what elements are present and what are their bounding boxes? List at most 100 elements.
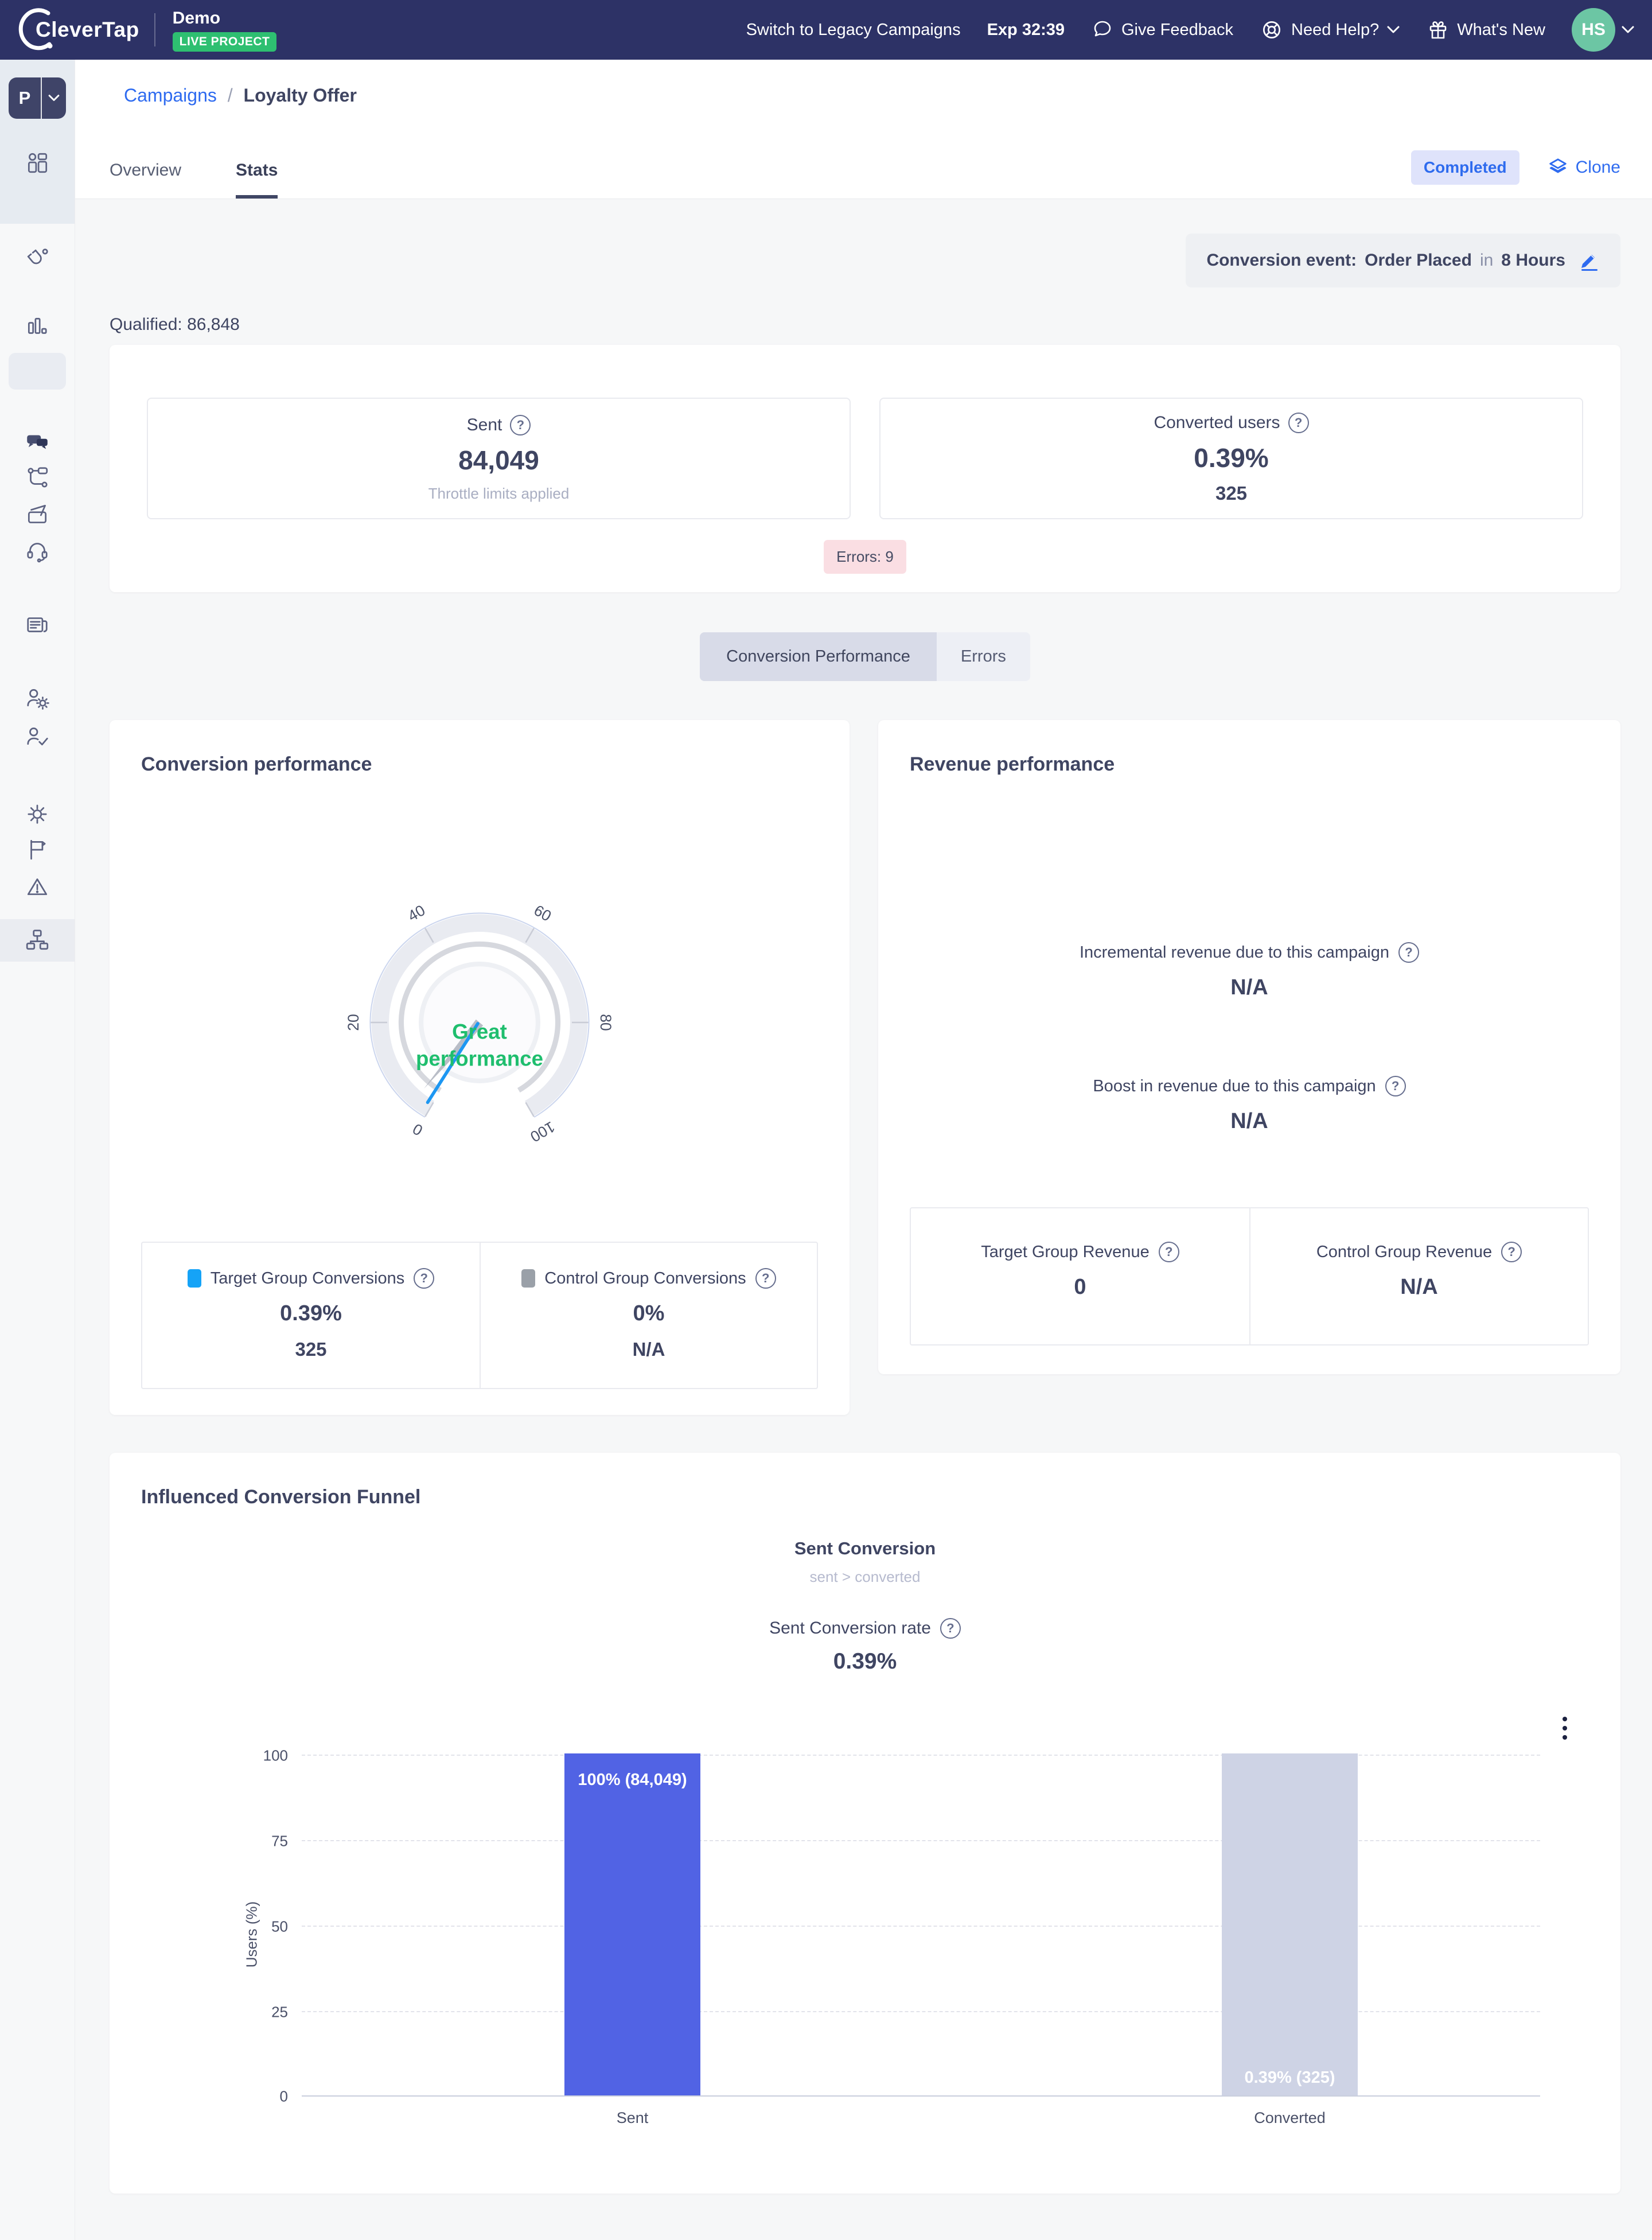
whats-new-button[interactable]: What's New [1427, 18, 1545, 41]
sidebar-item-engage[interactable] [0, 246, 75, 271]
conversion-event-bar: Conversion event: Order Placed in 8 Hour… [1186, 234, 1620, 287]
target-group-revenue-value: 0 [1074, 1275, 1086, 1299]
sidebar-item-alerts[interactable] [0, 874, 75, 900]
tab-overview[interactable]: Overview [110, 161, 182, 180]
gauge-needle [426, 1022, 480, 1105]
give-feedback-button[interactable]: Give Feedback [1091, 18, 1233, 41]
performance-toggle: Conversion Performance Errors [110, 632, 1620, 681]
gauge-tick-100: 100 [527, 1118, 558, 1145]
exp-timer[interactable]: Exp 32:39 [987, 20, 1065, 39]
need-help-menu[interactable]: Need Help? [1260, 18, 1400, 42]
sent-value: 84,049 [458, 445, 539, 475]
y-tick-0: 0 [279, 2087, 288, 2105]
conversion-performance-title: Conversion performance [141, 753, 372, 775]
gauge-tick-0: 0 [410, 1120, 426, 1139]
sidebar-item-analytics[interactable] [0, 314, 75, 340]
converted-stat-box: Converted users ? 0.39% 325 [879, 398, 1583, 519]
gauge-tick-20: 20 [345, 1014, 362, 1030]
gauge-tick-60: 60 [531, 901, 555, 925]
sent-label: Sent [466, 415, 502, 434]
help-icon[interactable]: ? [1288, 413, 1309, 433]
plot-area: 100 75 50 25 0 100% (84,049) Sent 0.39% … [263, 1747, 1540, 2126]
breadcrumb-separator: / [227, 85, 233, 106]
help-icon[interactable]: ? [1158, 1242, 1179, 1262]
influenced-conversion-funnel-card: Influenced Conversion Funnel Sent Conver… [110, 1453, 1620, 2194]
chart-menu-button[interactable] [1559, 1713, 1571, 1743]
clone-button[interactable]: Clone [1547, 157, 1620, 178]
x-label-sent: Sent [616, 2109, 649, 2126]
conversion-event-in: in [1479, 251, 1494, 270]
sidebar-item-flags[interactable] [0, 837, 75, 862]
sent-bar-label: 100% (84,049) [578, 1771, 687, 1789]
project-switcher-button[interactable]: P [9, 77, 66, 119]
account-menu[interactable]: HS [1572, 8, 1635, 52]
chevron-down-icon [1387, 26, 1400, 33]
y-tick-100: 100 [263, 1747, 288, 1764]
revenue-performance-title: Revenue performance [910, 753, 1115, 775]
sidebar-item-dashboard[interactable] [0, 150, 75, 176]
boost-revenue-label: Boost in revenue due to this campaign [1093, 1076, 1376, 1095]
breadcrumb: Campaigns / Loyalty Offer [124, 85, 357, 106]
switch-legacy-link[interactable]: Switch to Legacy Campaigns [746, 20, 961, 39]
revenue-performance-card: Revenue performance Incremental revenue … [878, 720, 1620, 1374]
control-group-revenue-box: Control Group Revenue ? N/A [1249, 1208, 1588, 1344]
incremental-revenue-label: Incremental revenue due to this campaign [1079, 943, 1390, 962]
main-content: Campaigns / Loyalty Offer Overview Stats… [75, 60, 1652, 2194]
avatar[interactable]: HS [1572, 8, 1615, 52]
converted-bar[interactable]: 0.39% (325) Converted [1222, 1753, 1358, 2126]
help-icon[interactable]: ? [1501, 1242, 1522, 1262]
target-group-rate: 0.39% [280, 1301, 342, 1325]
gauge-status-line2: performance [416, 1047, 543, 1070]
sidebar-item-settings[interactable] [0, 802, 75, 827]
help-icon[interactable]: ? [510, 414, 531, 435]
gauge-status-line1: Great [452, 1020, 507, 1044]
sidebar-item-reports[interactable] [0, 613, 75, 638]
clevertap-logo[interactable]: CleverTap [16, 5, 139, 55]
gauge-tick-80: 80 [597, 1014, 614, 1030]
toggle-conversion-performance[interactable]: Conversion Performance [700, 632, 937, 681]
control-group-swatch [521, 1269, 536, 1288]
control-group-count: N/A [632, 1339, 665, 1360]
sidebar-item-support[interactable] [0, 538, 75, 563]
y-tick-75: 75 [271, 1832, 288, 1850]
project-name: Demo [172, 8, 221, 28]
help-icon[interactable]: ? [940, 1618, 961, 1639]
funnel-heading: Sent Conversion [794, 1538, 936, 1558]
help-icon[interactable]: ? [1385, 1076, 1406, 1096]
toggle-errors[interactable]: Errors [936, 632, 1030, 681]
qualified-count: Qualified: 86,848 [110, 315, 240, 334]
target-group-swatch [187, 1269, 201, 1288]
live-project-badge: LIVE PROJECT [172, 32, 277, 52]
edit-conversion-event-button[interactable] [1579, 250, 1600, 271]
conversion-event-label: Conversion event: [1206, 251, 1357, 270]
brand-name: CleverTap [36, 18, 139, 41]
funnel-chart: Users (%) 100 75 50 25 0 100% (84,049) S… [141, 1717, 1589, 2128]
target-group-count: 325 [295, 1339, 327, 1360]
summary-card: Sent ? 84,049 Throttle limits applied Co… [110, 345, 1620, 592]
project-block[interactable]: Demo LIVE PROJECT [172, 8, 277, 52]
gauge-tick-40: 40 [405, 901, 428, 925]
sent-bar[interactable]: 100% (84,049) Sent [564, 1753, 700, 2126]
target-group-revenue-label: Target Group Revenue [981, 1242, 1150, 1261]
converted-rate: 0.39% [1194, 443, 1269, 473]
sidebar-item-user-verification[interactable] [0, 724, 75, 749]
sitemap-icon[interactable] [0, 927, 75, 952]
top-bar: CleverTap Demo LIVE PROJECT Switch to Le… [0, 0, 1652, 60]
tab-stats[interactable]: Stats [236, 161, 278, 199]
sidebar-item-campaigns-active[interactable] [9, 353, 66, 390]
sidebar-item-user-settings[interactable] [0, 686, 75, 711]
help-icon[interactable]: ? [755, 1268, 776, 1289]
converted-count: 325 [1215, 483, 1248, 504]
help-icon[interactable]: ? [414, 1268, 435, 1289]
errors-badge[interactable]: Errors: 9 [824, 540, 906, 574]
target-group-label: Target Group Conversions [210, 1269, 405, 1288]
campaigns-chat-icon[interactable] [0, 430, 75, 455]
y-tick-25: 25 [271, 2003, 288, 2021]
help-icon[interactable]: ? [1398, 942, 1420, 963]
breadcrumb-campaigns-link[interactable]: Campaigns [124, 85, 217, 106]
sidebar-item-journeys[interactable] [0, 465, 75, 491]
sent-conversion-rate-value: 0.39% [833, 1649, 897, 1674]
control-group-label: Control Group Conversions [544, 1269, 746, 1288]
sidebar-item-personalization[interactable] [0, 503, 75, 528]
incremental-revenue-value: N/A [1230, 975, 1268, 1000]
